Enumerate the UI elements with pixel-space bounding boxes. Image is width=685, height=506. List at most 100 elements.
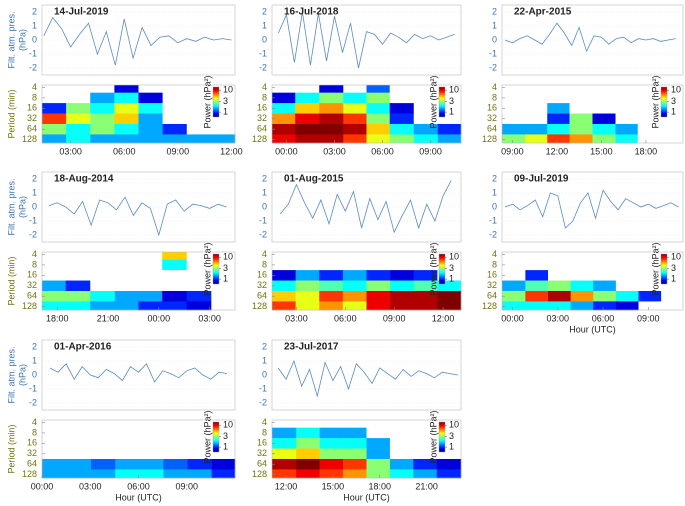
power-cell — [366, 301, 391, 311]
power-cell — [615, 290, 639, 302]
power-cell — [65, 252, 91, 260]
y-axis-label: (hPa) — [17, 364, 27, 386]
power-cell — [90, 113, 115, 125]
y-tick-label: -1 — [489, 215, 497, 225]
power-cell — [42, 92, 67, 104]
power-cell — [319, 103, 344, 114]
pressure-line — [43, 16, 232, 66]
colorbar-tick-label: 3 — [223, 96, 228, 106]
y-tick-label: 1 — [262, 187, 267, 197]
power-cell — [436, 469, 462, 479]
x-tick-label: 15:00 — [322, 481, 345, 491]
power-cell — [42, 448, 68, 460]
power-cell — [163, 458, 188, 470]
power-cell — [272, 103, 296, 114]
y-tick-label: 64 — [27, 124, 37, 134]
power-cell — [389, 438, 414, 449]
power-cell — [187, 438, 212, 449]
power-cell — [570, 280, 594, 292]
power-cell — [319, 85, 344, 93]
colorbar-label: Power (hPa²) — [202, 75, 212, 128]
power-cell — [272, 427, 297, 439]
x-tick-label: 18:00 — [635, 146, 658, 156]
power-cell — [547, 134, 570, 144]
power-cell — [660, 103, 684, 114]
power-cell — [342, 301, 367, 311]
power-cell — [211, 252, 236, 260]
x-tick-label: 06:00 — [127, 481, 150, 491]
power-cell — [660, 85, 684, 93]
power-cell — [186, 290, 212, 302]
power-cell — [637, 92, 661, 104]
power-cell — [389, 85, 415, 93]
y-tick-label: 16 — [27, 270, 37, 280]
colorbar — [438, 86, 446, 118]
x-tick-label: 00:00 — [501, 313, 524, 323]
power-cell — [90, 123, 115, 135]
power-cell — [114, 85, 139, 93]
x-axis-label: Hour (UTC) — [569, 324, 616, 334]
x-tick-label: 03:00 — [198, 313, 221, 323]
power-cell — [272, 92, 296, 104]
power-cell — [615, 270, 639, 281]
power-cell — [65, 270, 91, 281]
power-cell — [42, 280, 67, 292]
power-cell — [343, 134, 367, 144]
x-tick-label: 18:00 — [369, 481, 392, 491]
y-tick-label: 32 — [27, 280, 37, 290]
x-tick-label: 12:00 — [432, 313, 455, 323]
power-cell — [660, 123, 684, 135]
power-cell — [343, 92, 367, 104]
plot-frame — [271, 84, 462, 144]
power-cell — [138, 123, 163, 135]
y-tick-label: 1 — [492, 20, 497, 30]
power-cell — [502, 123, 526, 135]
power-cell — [342, 280, 367, 292]
power-cell — [413, 301, 438, 311]
power-cell — [366, 252, 391, 260]
y-tick-label: -2 — [29, 62, 37, 72]
power-cell — [272, 420, 297, 428]
power-cell — [592, 113, 616, 125]
power-cell — [437, 103, 462, 114]
power-cell — [569, 113, 593, 125]
x-tick-label: 06:00 — [113, 146, 136, 156]
power-cell — [570, 270, 594, 281]
power-cell — [637, 134, 661, 144]
y-tick-label: 64 — [257, 124, 267, 134]
x-tick-label: 09:00 — [501, 146, 524, 156]
power-cell — [187, 420, 212, 428]
y-tick-label: 8 — [262, 92, 267, 102]
power-cell — [390, 270, 415, 281]
power-cell — [319, 280, 344, 292]
colorbar-label: Power (hPa²) — [650, 75, 660, 128]
power-cell — [389, 134, 415, 144]
power-cell — [66, 438, 92, 449]
power-cell — [295, 252, 320, 260]
x-tick-label: 12:00 — [220, 146, 243, 156]
power-cell — [162, 290, 188, 302]
power-cell — [366, 113, 391, 125]
power-cell — [114, 103, 139, 114]
y-tick-label: 0 — [32, 369, 37, 379]
power-cell — [615, 123, 639, 135]
power-cell — [296, 427, 320, 439]
power-cell — [660, 134, 684, 144]
y-tick-label: -1 — [489, 48, 497, 58]
y-tick-label: 2 — [262, 341, 267, 351]
power-cell — [139, 420, 164, 428]
power-cell — [548, 270, 571, 281]
power-cell — [661, 290, 684, 302]
panel-title: 01-Apr-2016 — [54, 342, 112, 353]
power-cell — [502, 290, 526, 302]
power-cell — [163, 469, 188, 479]
power-cell — [114, 270, 139, 281]
x-tick-label: 12:00 — [546, 146, 569, 156]
power-cell — [389, 113, 415, 125]
power-cell — [211, 469, 236, 479]
power-cell — [296, 469, 320, 479]
power-cell — [186, 280, 212, 292]
power-cell — [66, 448, 92, 460]
